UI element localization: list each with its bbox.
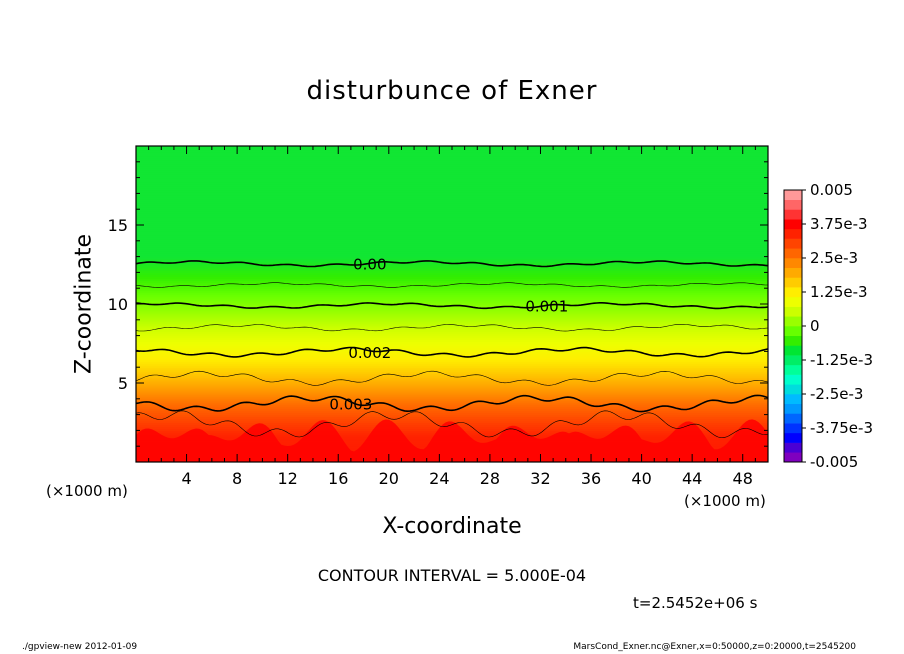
colorbar-segment [784,432,802,443]
contour-line [136,324,768,332]
colorbar-label: -2.5e-3 [810,385,863,403]
colorbar-segment [784,228,802,239]
x-tick-label: 16 [328,469,348,488]
colorbar-label: 1.25e-3 [810,283,868,301]
colorbar-segment [784,423,802,434]
colorbar-segment [784,258,802,269]
colorbar-segment [784,326,802,337]
colorbar-segment [784,355,802,366]
colorbar-segment [784,345,802,356]
contour-bands [136,146,768,462]
colorbar-label: -0.005 [810,453,858,471]
colorbar-segment [784,394,802,405]
colorbar-label: 3.75e-3 [810,215,868,233]
x-tick-label: 12 [278,469,298,488]
x-tick-label: 40 [631,469,651,488]
x-tick-label: 44 [682,469,702,488]
colorbar-segment [784,287,802,298]
colorbar-segment [784,267,802,278]
contour-interval: CONTOUR INTERVAL = 5.000E-04 [317,566,587,585]
y-tick-label: 5 [118,374,128,393]
colorbar-segment [784,452,802,463]
colorbar: 0.005 3.75e-3 2.5e-3 1.25e-3 0 -1.25e-3 -2.5e-… [783,181,873,471]
contour-lines [136,260,768,439]
colorbar-segment [784,209,802,220]
colorbar-segment [784,364,802,375]
colorbar-segment [784,384,802,395]
contour-label: 0.001 [525,298,568,316]
footer-right: MarsCond_Exner.nc@Exner,x=0:50000,z=0:20… [573,642,856,652]
chart-title: disturbunce of Exner [306,76,598,106]
x-axis: 4 8 12 16 20 24 28 32 36 40 44 48 [148,146,756,488]
contour-line [136,260,768,268]
colorbar-segment [784,403,802,414]
colorbar-label: 0.005 [810,181,853,199]
colorbar-label: -3.75e-3 [810,419,873,437]
colorbar-segment [784,199,802,210]
contour-line [136,410,768,439]
x-tick-label: 24 [429,469,449,488]
x-tick-label: 4 [181,469,191,488]
colorbar-segment [784,335,802,346]
y-axis: 5 10 15 [108,161,768,447]
colorbar-segment [784,296,802,307]
x-tick-label: 48 [733,469,753,488]
footer-left: ./gpview-new 2012-01-09 [22,642,138,652]
y-tick-label: 15 [108,216,128,235]
x-tick-label: 8 [232,469,242,488]
contour-label: 0.002 [348,344,391,362]
colorbar-segment [784,442,802,453]
contour-line [136,370,768,386]
contour-label: 0.003 [329,396,372,414]
contour-line [136,394,768,413]
colorbar-segment [784,374,802,385]
colorbar-segment [784,190,802,201]
colorbar-label: 0 [810,317,820,335]
time-label: t=2.5452e+06 s [633,594,758,612]
contour-label: 0.00 [353,256,386,274]
y-axis-label: Z-coordinate [71,234,97,374]
colorbar-segment [784,413,802,424]
colorbar-segment [784,316,802,327]
x-axis-label: X-coordinate [382,514,522,539]
x-tick-label: 28 [480,469,500,488]
colorbar-segment [784,238,802,249]
colorbar-label: 2.5e-3 [810,249,858,267]
colorbar-segment [784,219,802,230]
x-tick-label: 32 [530,469,550,488]
colorbar-label: -1.25e-3 [810,351,873,369]
contour-line [136,302,768,310]
x-unit-right: (×1000 m) [684,492,766,510]
x-unit-left: (×1000 m) [46,482,128,500]
y-tick-label: 10 [108,295,128,314]
colorbar-segment [784,248,802,259]
x-tick-label: 20 [379,469,399,488]
colorbar-segment [784,277,802,288]
contour-labels: 0.00 0.001 0.002 0.003 [329,256,568,414]
contour-line [136,346,768,358]
x-tick-label: 36 [581,469,601,488]
contour-line [136,282,768,288]
colorbar-segment [784,306,802,317]
